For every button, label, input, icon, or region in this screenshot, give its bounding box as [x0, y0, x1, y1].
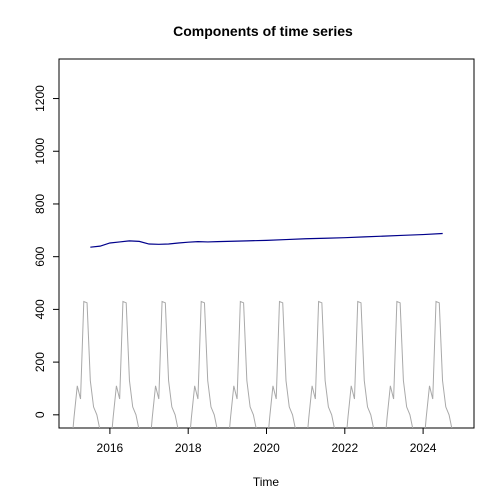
x-axis-label: Time: [253, 475, 280, 489]
y-tick-label: 600: [33, 246, 47, 266]
y-tick-label: 0: [33, 411, 47, 418]
y-axis: 0 200 400 600 800 1000 1200: [33, 85, 60, 418]
seasonal-series-line: [72, 300, 453, 428]
x-tick-label: 2020: [253, 441, 280, 455]
x-axis: 2016 2018 2020 2022 2024: [97, 427, 437, 455]
series-layer: [72, 232, 453, 428]
y-tick-label: 200: [33, 352, 47, 372]
plot-frame: [58, 58, 475, 429]
x-tick-label: 2024: [410, 441, 437, 455]
x-tick-label: 2016: [97, 441, 124, 455]
y-tick-label: 400: [33, 299, 47, 319]
x-tick-label: 2022: [331, 441, 358, 455]
y-tick-label: 1200: [33, 85, 47, 112]
y-tick-label: 800: [33, 194, 47, 214]
chart-title: Components of time series: [173, 23, 353, 39]
trend-series-line: [90, 232, 443, 248]
y-tick-label: 1000: [33, 138, 47, 165]
x-tick-label: 2018: [175, 441, 202, 455]
